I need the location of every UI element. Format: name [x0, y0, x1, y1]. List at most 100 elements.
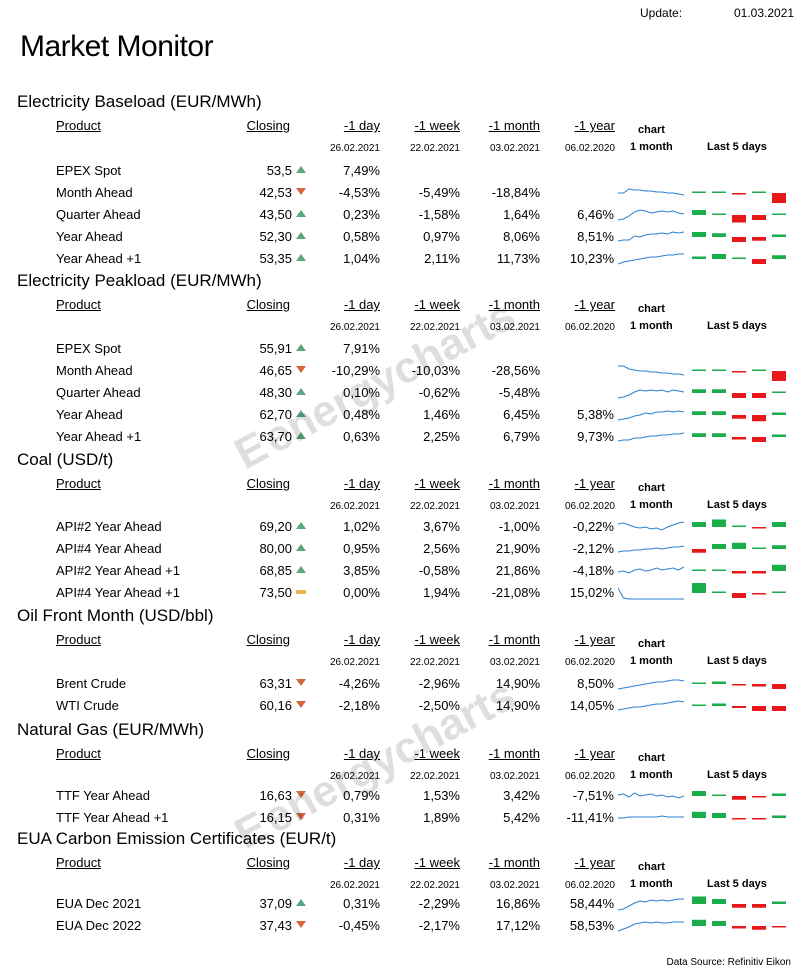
day-bar — [712, 569, 726, 571]
day-bar — [712, 519, 726, 527]
update-date: 01.03.2021 — [734, 6, 795, 20]
trend-up-icon — [296, 254, 306, 261]
day-bar — [732, 415, 746, 419]
day-bar — [732, 593, 746, 598]
day-bar — [752, 904, 766, 908]
column-header-1month: -1 month — [488, 118, 540, 133]
day-bar — [772, 193, 786, 203]
last-5-days-bars — [692, 232, 786, 242]
day-bar — [772, 684, 786, 689]
change-1day: -10,29% — [331, 363, 380, 378]
sparkline-1month — [618, 566, 684, 574]
closing-value: 46,65 — [259, 363, 292, 378]
ref-date-1day: 26.02.2021 — [329, 771, 380, 782]
sparkline-1month — [618, 209, 684, 221]
sparkline-path — [618, 432, 684, 442]
trend-up-icon — [296, 410, 306, 417]
section-3: Oil Front Month (USD/bbl) Product Closing -… — [0, 606, 801, 717]
day-bar — [712, 681, 726, 684]
day-bar — [752, 527, 766, 529]
column-header-closing: Closing — [246, 297, 290, 312]
day-bar — [692, 191, 706, 193]
product-name: Brent Crude — [56, 676, 127, 691]
sparkline-path — [618, 700, 684, 711]
trend-up-icon — [296, 344, 306, 351]
column-header-1week: -1 week — [414, 632, 460, 647]
column-header-1week: -1 week — [414, 118, 460, 133]
day-bar — [712, 213, 726, 215]
change-1month: 8,06% — [503, 229, 540, 244]
sparkline-1month — [618, 432, 684, 442]
day-bar — [732, 818, 746, 820]
change-1year: -0,22% — [572, 519, 614, 534]
change-1week: -5,49% — [418, 185, 460, 200]
change-1month: 21,86% — [495, 563, 540, 578]
column-header-1week: -1 week — [414, 476, 460, 491]
sparkline-1month — [618, 898, 684, 911]
change-1month: -5,48% — [498, 385, 540, 400]
table-row: Quarter Ahead 43,50 0,23% -1,58% 1,64% 6,46% — [0, 204, 801, 226]
day-bar — [692, 210, 706, 215]
day-bar — [712, 794, 726, 796]
sparkline-path — [618, 209, 684, 221]
closing-value: 53,35 — [259, 251, 292, 266]
last-5-days-bars — [692, 542, 786, 553]
closing-value: 37,43 — [259, 918, 292, 933]
trend-up-icon — [296, 166, 306, 173]
closing-value: 73,50 — [259, 585, 292, 600]
product-name: API#2 Year Ahead — [56, 519, 162, 534]
trend-up-icon — [296, 899, 306, 906]
closing-value: 42,53 — [259, 185, 292, 200]
day-bar — [712, 433, 726, 437]
sparkline-path — [618, 389, 684, 399]
ref-date-1day: 26.02.2021 — [329, 501, 380, 512]
change-1week: 1,94% — [423, 585, 460, 600]
column-header-1year: -1 year — [574, 746, 615, 761]
day-bar — [692, 549, 706, 553]
day-bar — [692, 522, 706, 527]
day-bar — [732, 542, 746, 549]
column-header-1week: -1 week — [414, 297, 460, 312]
column-header-product: Product — [56, 118, 101, 133]
change-1day: 0,00% — [343, 585, 380, 600]
day-bar — [732, 193, 746, 195]
ref-date-1day: 26.02.2021 — [329, 880, 380, 891]
trend-up-icon — [296, 210, 306, 217]
table-row: EUA Dec 2022 37,43 -0,45% -2,17% 17,12% 58,53… — [0, 915, 801, 937]
change-1day: 3,85% — [343, 563, 380, 578]
closing-value: 53,5 — [266, 163, 292, 178]
day-bar — [732, 257, 746, 259]
sparkline-1month — [618, 389, 684, 399]
closing-value: 48,30 — [259, 385, 292, 400]
day-bar — [712, 921, 726, 926]
sparkline-1month — [618, 545, 684, 553]
chart-1month-label: 1 month — [630, 878, 673, 890]
product-name: Quarter Ahead — [56, 385, 141, 400]
section-title: Coal (USD/t) — [17, 450, 114, 469]
column-header-1day: -1 day — [343, 746, 380, 761]
last-5-days-bars — [692, 896, 786, 908]
sparkline-1month — [618, 253, 684, 265]
change-1month: 6,45% — [503, 407, 540, 422]
change-1day: 0,23% — [343, 207, 380, 222]
section-4: Natural Gas (EUR/MWh) Product Closing -1 da… — [0, 720, 801, 829]
change-1year: -7,51% — [572, 788, 614, 803]
table-row: EPEX Spot 55,91 7,91% — [0, 338, 801, 360]
day-bar — [692, 682, 706, 684]
closing-value: 62,70 — [259, 407, 292, 422]
change-1week: -2,17% — [418, 918, 460, 933]
day-bar — [732, 796, 746, 800]
change-1year: 58,44% — [569, 896, 614, 911]
day-bar — [692, 704, 706, 706]
day-bar — [752, 259, 766, 264]
product-name: Month Ahead — [56, 185, 133, 200]
column-header-1day: -1 day — [343, 632, 380, 647]
column-header-1year: -1 year — [574, 118, 615, 133]
chart-label: chart — [638, 303, 665, 315]
sparkline-1month — [618, 365, 684, 376]
column-header-1month: -1 month — [488, 297, 540, 312]
sparkline-1month — [618, 815, 684, 819]
table-row: Year Ahead +1 53,35 1,04% 2,11% 11,73% 10,23% — [0, 248, 801, 270]
product-name: API#4 Year Ahead — [56, 541, 162, 556]
day-bar — [772, 545, 786, 549]
